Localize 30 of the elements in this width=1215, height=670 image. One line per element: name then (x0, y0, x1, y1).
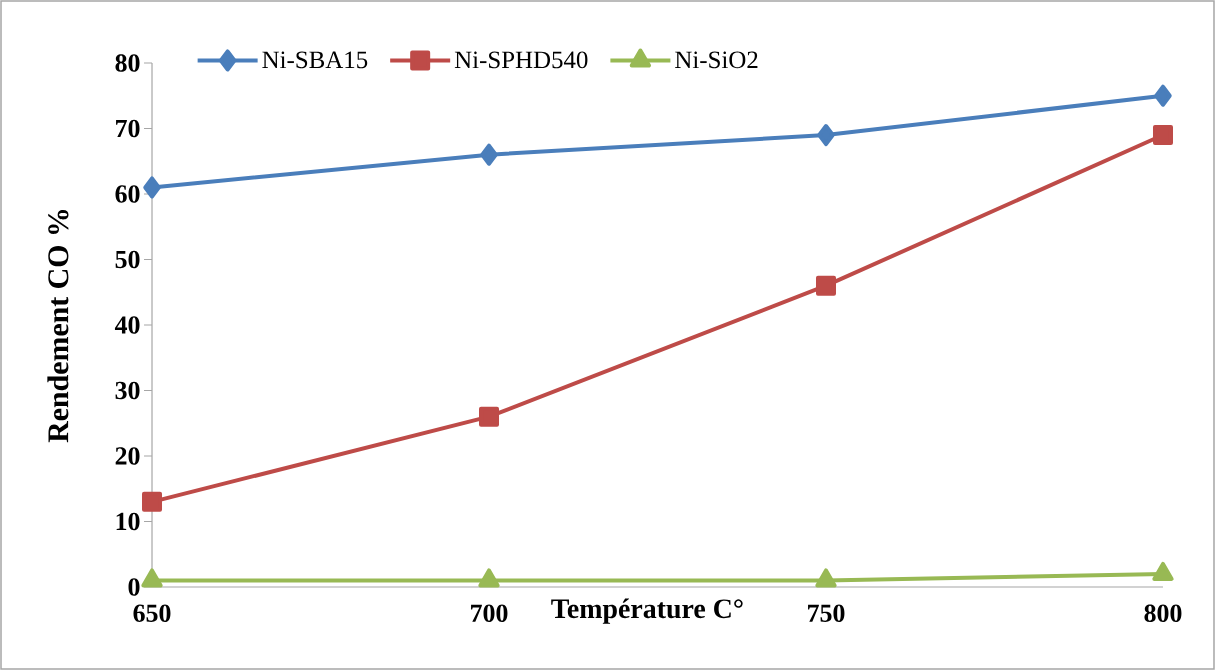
x-tick-label: 750 (808, 604, 845, 622)
y-tick-label: 20 (115, 447, 140, 465)
y-tick-label: 80 (115, 54, 140, 72)
point (142, 491, 163, 512)
point (478, 568, 500, 588)
y-tick-label: 0 (128, 578, 140, 596)
point (480, 143, 498, 166)
point (1152, 561, 1174, 581)
x-tick-label: 700 (471, 604, 508, 622)
x-tick-label: 650 (133, 604, 171, 622)
y-tick-label: 50 (115, 250, 140, 269)
y-tick-label: 40 (114, 316, 140, 334)
point (479, 406, 500, 427)
x-axis-title: Température C° (551, 598, 743, 624)
legend-label: Ni-SBA15 (262, 51, 368, 69)
legend-label: Ni-SiO2 (675, 51, 758, 69)
y-tick-label: 60 (115, 185, 140, 203)
point (816, 275, 836, 296)
y-tick-label: 10 (116, 512, 140, 531)
point (817, 124, 835, 147)
y-tick-label: 70 (116, 119, 140, 138)
point (815, 568, 837, 588)
point (143, 176, 161, 199)
y-tick-label: 30 (115, 381, 140, 400)
point (141, 568, 163, 588)
legend-label: Ni-SPHD540 (454, 51, 588, 69)
point (1152, 125, 1173, 146)
point (1154, 84, 1172, 107)
y-axis-title: Rendement CO % (47, 209, 69, 443)
x-tick-label: 800 (1144, 604, 1182, 622)
